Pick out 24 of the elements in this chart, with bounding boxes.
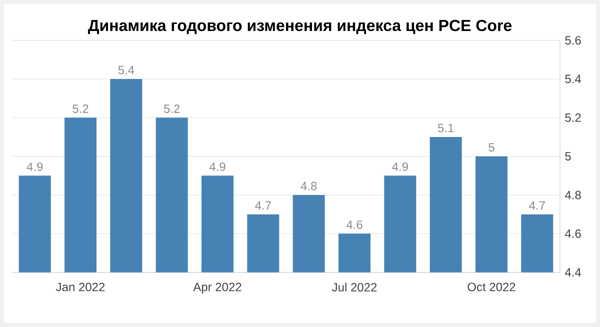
data-label: 5.2	[164, 104, 180, 113]
x-tick-label: Jul 2022	[332, 282, 377, 292]
data-label: 4.8	[300, 182, 317, 190]
data-label: 5.2	[72, 104, 88, 113]
y-tick-label: 5.2	[565, 113, 581, 122]
chart-title: Динамика годового изменения индекса цен PCE Core	[88, 20, 512, 34]
y-tick-label: 5.6	[565, 36, 581, 45]
data-label: 4.9	[392, 162, 408, 171]
data-label: 4.6	[346, 220, 362, 229]
y-tick-label: 4.8	[564, 190, 581, 200]
data-label: 4.7	[255, 201, 271, 210]
x-tick-label: Oct 2022	[468, 282, 516, 292]
y-tick-label: 4.6	[564, 229, 581, 238]
data-label: 5	[488, 143, 494, 152]
x-tick-label: Apr 2022	[193, 282, 242, 294]
data-label: 4.7	[529, 201, 545, 210]
data-label: 4.9	[26, 162, 43, 171]
x-tick-label: Jan 2022	[56, 282, 105, 292]
data-label: 5.1	[438, 124, 454, 132]
data-label: 4.9	[209, 162, 226, 171]
y-tick-label: 5.4	[565, 74, 582, 84]
y-tick-label: 4.4	[564, 268, 582, 276]
y-tick-label: 5	[565, 152, 571, 161]
data-label: 5.4	[118, 66, 134, 74]
